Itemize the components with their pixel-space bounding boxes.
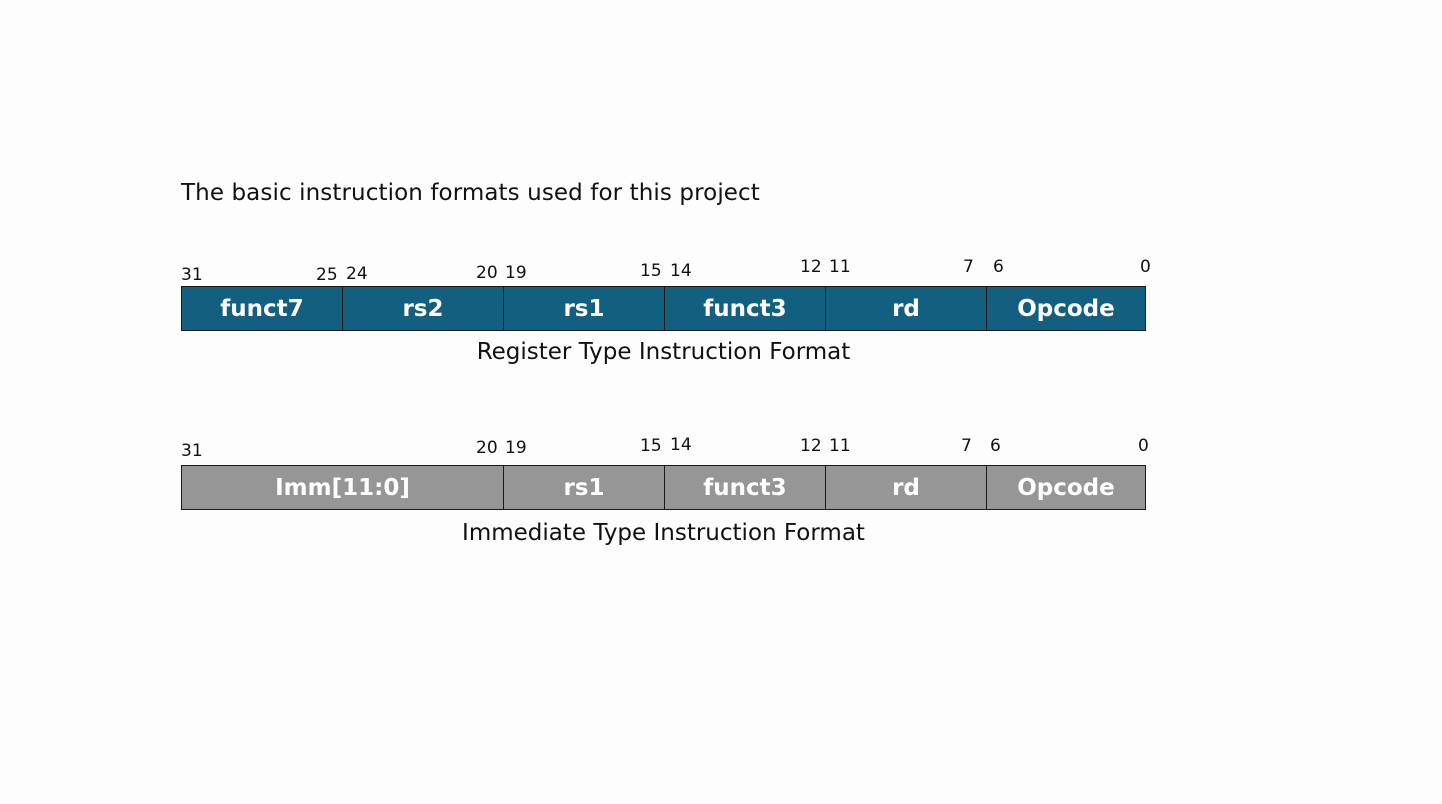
bit-label: 31 bbox=[181, 441, 203, 461]
field-rs2: rs2 bbox=[343, 287, 504, 330]
bit-label: 6 bbox=[990, 436, 1001, 456]
field-imm: Imm[11:0] bbox=[182, 466, 504, 509]
bit-label: 0 bbox=[1140, 257, 1151, 277]
register-bit-positions: 31 25 24 20 19 15 14 12 11 7 6 0 bbox=[181, 255, 1151, 286]
bit-label: 25 bbox=[316, 265, 338, 285]
bit-label: 14 bbox=[670, 261, 692, 281]
immediate-bit-positions: 31 20 19 15 14 12 11 7 6 0 bbox=[181, 434, 1149, 465]
immediate-format-bar: Imm[11:0] rs1 funct3 rd Opcode bbox=[181, 465, 1146, 510]
field-rd: rd bbox=[826, 466, 987, 509]
bit-label: 12 bbox=[800, 436, 822, 456]
bit-label: 6 bbox=[993, 257, 1004, 277]
bit-label: 0 bbox=[1138, 436, 1149, 456]
bit-label: 14 bbox=[670, 435, 692, 455]
field-rs1: rs1 bbox=[504, 287, 665, 330]
register-format-bar: funct7 rs2 rs1 funct3 rd Opcode bbox=[181, 286, 1146, 331]
field-opcode: Opcode bbox=[987, 466, 1145, 509]
bit-label: 7 bbox=[961, 436, 972, 456]
diagram-heading: The basic instruction formats used for t… bbox=[181, 180, 760, 206]
field-opcode: Opcode bbox=[987, 287, 1145, 330]
bit-label: 31 bbox=[181, 265, 203, 285]
bit-label: 15 bbox=[640, 436, 662, 456]
bit-label: 12 bbox=[800, 257, 822, 277]
field-funct7: funct7 bbox=[182, 287, 343, 330]
field-funct3: funct3 bbox=[665, 287, 826, 330]
bit-label: 20 bbox=[476, 438, 498, 458]
bit-label: 20 bbox=[476, 263, 498, 283]
bit-label: 24 bbox=[346, 264, 368, 284]
bit-label: 7 bbox=[963, 257, 974, 277]
bit-label: 11 bbox=[829, 436, 851, 456]
field-rs1: rs1 bbox=[504, 466, 665, 509]
bit-label: 19 bbox=[505, 263, 527, 283]
field-funct3: funct3 bbox=[665, 466, 826, 509]
register-format-caption: Register Type Instruction Format bbox=[476, 339, 851, 365]
register-format: 31 25 24 20 19 15 14 12 11 7 6 0 funct7 … bbox=[181, 255, 1151, 365]
immediate-format: 31 20 19 15 14 12 11 7 6 0 Imm[11:0] rs1… bbox=[181, 434, 1149, 546]
bit-label: 19 bbox=[505, 438, 527, 458]
bit-label: 11 bbox=[829, 257, 851, 277]
field-rd: rd bbox=[826, 287, 987, 330]
bit-label: 15 bbox=[640, 261, 662, 281]
immediate-format-caption: Immediate Type Instruction Format bbox=[462, 520, 865, 546]
